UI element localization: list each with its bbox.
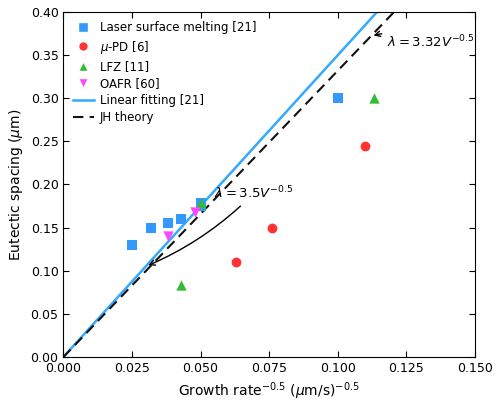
Point: [268, 225, 276, 231]
Point: [370, 95, 378, 101]
Point: [196, 200, 204, 207]
Point: [362, 142, 370, 149]
Point: [178, 282, 186, 289]
Point: [128, 242, 136, 248]
Point: [191, 209, 199, 216]
Y-axis label: Eutectic spacing ($\mu$m): Eutectic spacing ($\mu$m): [7, 108, 25, 261]
Point: [232, 259, 240, 265]
Legend: Laser surface melting [21], $\mu$-PD [6], LFZ [11], OAFR [60], Linear fitting [2: Laser surface melting [21], $\mu$-PD [6]…: [70, 18, 260, 128]
Text: $\lambda = 3.32V^{-0.5}$: $\lambda = 3.32V^{-0.5}$: [375, 31, 475, 50]
Point: [147, 225, 155, 231]
Point: [178, 216, 186, 222]
Point: [196, 203, 204, 209]
Point: [196, 200, 204, 207]
Text: $\lambda = 3.5V^{-0.5}$: $\lambda = 3.5V^{-0.5}$: [150, 185, 294, 265]
Point: [164, 220, 172, 227]
Point: [164, 233, 172, 240]
X-axis label: Growth rate$^{-0.5}$ ($\mu$m/s)$^{-0.5}$: Growth rate$^{-0.5}$ ($\mu$m/s)$^{-0.5}$: [178, 380, 360, 402]
Point: [334, 95, 342, 101]
